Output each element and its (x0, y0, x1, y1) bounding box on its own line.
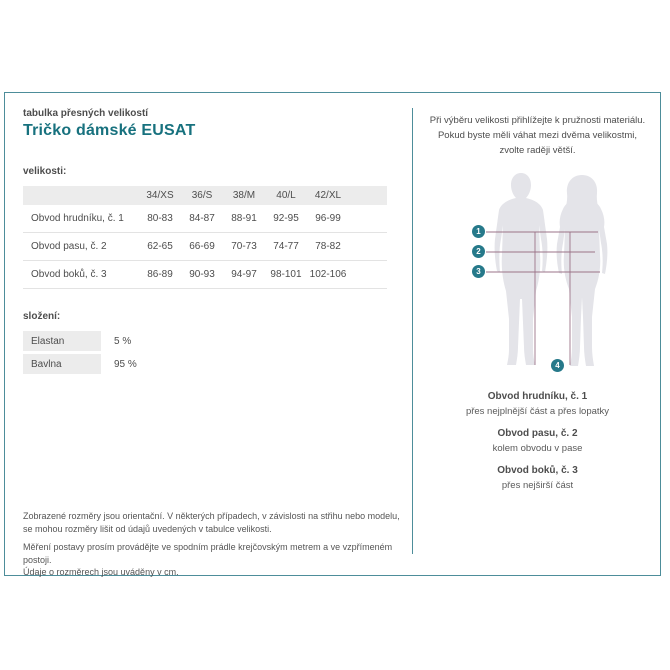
left-panel: tabulka přesných velikostí Tričko dámské… (5, 93, 412, 577)
material-name: Bavlna (23, 354, 101, 374)
disclaimer-line: se mohou rozměry lišit od údajů uvedenýc… (23, 523, 272, 534)
row-label: Obvod pasu, č. 2 (31, 241, 107, 252)
table-row-hips: Obvod boků, č. 3 86-89 90-93 94-97 98-10… (23, 261, 387, 289)
legend-description: přes nejplnější část a přes lopatky (465, 406, 610, 417)
table-row-waist: Obvod pasu, č. 2 62-65 66-69 70-73 74-77… (23, 233, 387, 261)
intro-line: Pokud byste měli váhat mezi dvěma veliko… (437, 130, 638, 141)
measurement-diagram: 1 2 3 4 (445, 169, 665, 379)
material-percent: 5 % (114, 335, 132, 347)
size-column-header: 40/L (276, 190, 296, 201)
cell-value: 98-101 (270, 269, 302, 280)
legend-description: přes nejširší část (501, 480, 574, 491)
cell-value: 70-73 (231, 241, 257, 252)
intro-line: zvolte raději větší. (499, 145, 576, 156)
size-column-header: 38/M (232, 190, 256, 201)
row-label: Obvod hrudníku, č. 1 (31, 213, 124, 224)
row-label: Obvod boků, č. 3 (31, 269, 107, 280)
cell-value: 66-69 (189, 241, 215, 252)
content-frame: tabulka přesných velikostí Tričko dámské… (4, 92, 662, 577)
legend-title: Obvod hrudníku, č. 1 (487, 391, 588, 402)
disclaimer-paragraph: Měření postavy prosím provádějte ve spod… (23, 541, 403, 579)
disclaimer-line: Údaje o rozměrech jsou uváděny v cm. (23, 567, 179, 577)
composition-section-label: složení: (23, 311, 61, 322)
size-guide-intro: Při výběru velikosti přihlížejte k pružn… (417, 113, 658, 158)
measure-marker-4-icon: 4 (551, 359, 564, 372)
measure-marker-1-icon: 1 (472, 225, 485, 238)
cell-value: 80-83 (147, 213, 173, 224)
table-row-chest: Obvod hrudníku, č. 1 80-83 84-87 88-91 9… (23, 205, 387, 233)
disclaimer-line: Měření postavy prosím provádějte ve spod… (23, 542, 393, 565)
composition-row-elastan: Elastan 5 % (23, 331, 387, 351)
legend-item-hips: Obvod boků, č. 3 přes nejširší část (417, 464, 658, 493)
legend-title: Obvod boků, č. 3 (497, 465, 578, 476)
cell-value: 84-87 (189, 213, 215, 224)
intro-line: Při výběru velikosti přihlížejte k pružn… (429, 115, 646, 126)
panel-divider (412, 108, 413, 554)
disclaimer-paragraph: Zobrazené rozměry jsou orientační. V něk… (23, 510, 403, 535)
body-silhouettes-illustration (486, 173, 608, 366)
composition-row-bavlna: Bavlna 95 % (23, 354, 387, 374)
legend-title: Obvod pasu, č. 2 (497, 428, 578, 439)
cell-value: 86-89 (147, 269, 173, 280)
legend-item-chest: Obvod hrudníku, č. 1 přes nejplnější čás… (417, 390, 658, 419)
size-column-header: 34/XS (146, 190, 174, 201)
size-table-header-row: 34/XS 36/S 38/M 40/L 42/XL (23, 186, 387, 205)
sizes-section-label: velikosti: (23, 166, 67, 177)
size-column-header: 36/S (191, 190, 213, 201)
legend-description: kolem obvodu v pase (492, 443, 583, 454)
cell-value: 90-93 (189, 269, 215, 280)
table-subtitle: tabulka přesných velikostí (23, 108, 149, 119)
cell-value: 74-77 (273, 241, 299, 252)
cell-value: 94-97 (231, 269, 257, 280)
measurement-legend: Obvod hrudníku, č. 1 přes nejplnější čás… (417, 390, 658, 501)
cell-value: 92-95 (273, 213, 299, 224)
page-title: Tričko dámské EUSAT (23, 122, 196, 139)
material-percent: 95 % (114, 358, 137, 370)
cell-value: 62-65 (147, 241, 173, 252)
material-name: Elastan (23, 331, 101, 351)
cell-value: 78-82 (315, 241, 341, 252)
measure-marker-2-icon: 2 (472, 245, 485, 258)
cell-value: 88-91 (231, 213, 257, 224)
size-guide-panel: Při výběru velikosti přihlížejte k pružn… (413, 93, 662, 575)
legend-item-waist: Obvod pasu, č. 2 kolem obvodu v pase (417, 427, 658, 456)
cell-value: 102-106 (309, 269, 347, 280)
measure-marker-3-icon: 3 (472, 265, 485, 278)
composition-table: Elastan 5 % Bavlna 95 % (23, 331, 387, 377)
disclaimer-text: Zobrazené rozměry jsou orientační. V něk… (23, 510, 403, 585)
size-table: 34/XS 36/S 38/M 40/L 42/XL Obvod hrudník… (23, 186, 387, 289)
disclaimer-line: Zobrazené rozměry jsou orientační. V něk… (23, 511, 400, 521)
size-column-header: 42/XL (314, 190, 342, 201)
cell-value: 96-99 (315, 213, 341, 224)
